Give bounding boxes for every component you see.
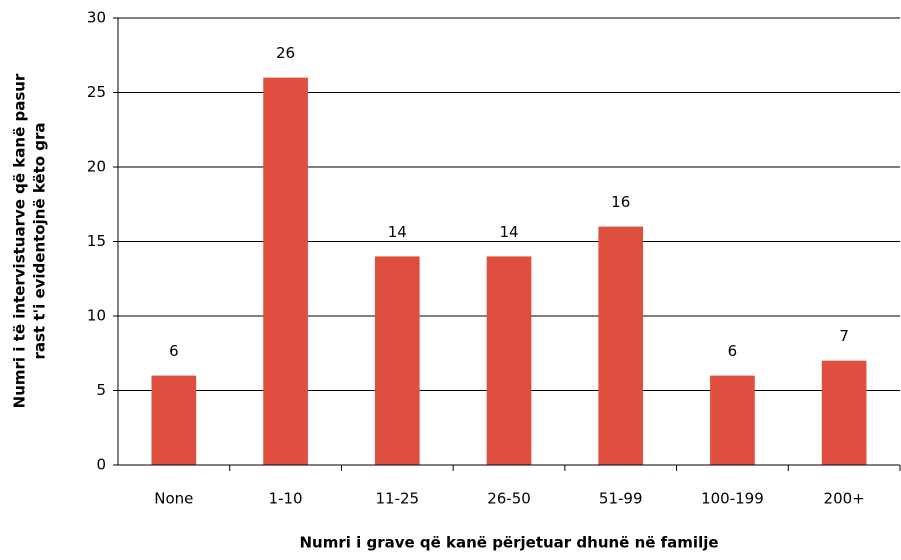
bar — [710, 375, 755, 465]
data-label: 16 — [611, 193, 630, 211]
y-tick-label: 15 — [87, 232, 106, 250]
x-tick-label: 200+ — [824, 490, 865, 508]
bar — [486, 256, 532, 465]
x-tick-label: 100-199 — [701, 490, 764, 508]
x-tick-label: 11-25 — [375, 490, 419, 508]
data-label: 6 — [728, 342, 738, 360]
y-axis-label: Numri i të intervistuarve që kanë pasur — [11, 73, 29, 408]
bar — [598, 226, 644, 465]
data-label: 14 — [388, 223, 407, 241]
y-tick-label: 30 — [87, 9, 106, 27]
x-tick-label: 51-99 — [599, 490, 643, 508]
x-tick-label: 1-10 — [269, 490, 303, 508]
y-tick-label: 0 — [96, 456, 106, 474]
y-tick-label: 20 — [87, 158, 106, 176]
data-label: 7 — [839, 327, 849, 345]
x-axis-label: Numri i grave që kanë përjetuar dhunë në… — [299, 534, 718, 552]
data-label: 14 — [499, 223, 518, 241]
data-label: 6 — [169, 342, 179, 360]
y-tick-label: 10 — [87, 307, 106, 325]
x-tick-label: None — [154, 490, 193, 508]
bar — [263, 77, 308, 465]
y-tick-label: 25 — [87, 83, 106, 101]
bar — [374, 256, 420, 465]
y-tick-label: 5 — [96, 381, 106, 399]
y-axis-label: rast t'i evidentojnë këto gra — [31, 122, 49, 359]
data-label: 26 — [276, 44, 295, 62]
bar — [151, 375, 197, 465]
x-tick-label: 26-50 — [487, 490, 531, 508]
bar — [821, 360, 867, 465]
